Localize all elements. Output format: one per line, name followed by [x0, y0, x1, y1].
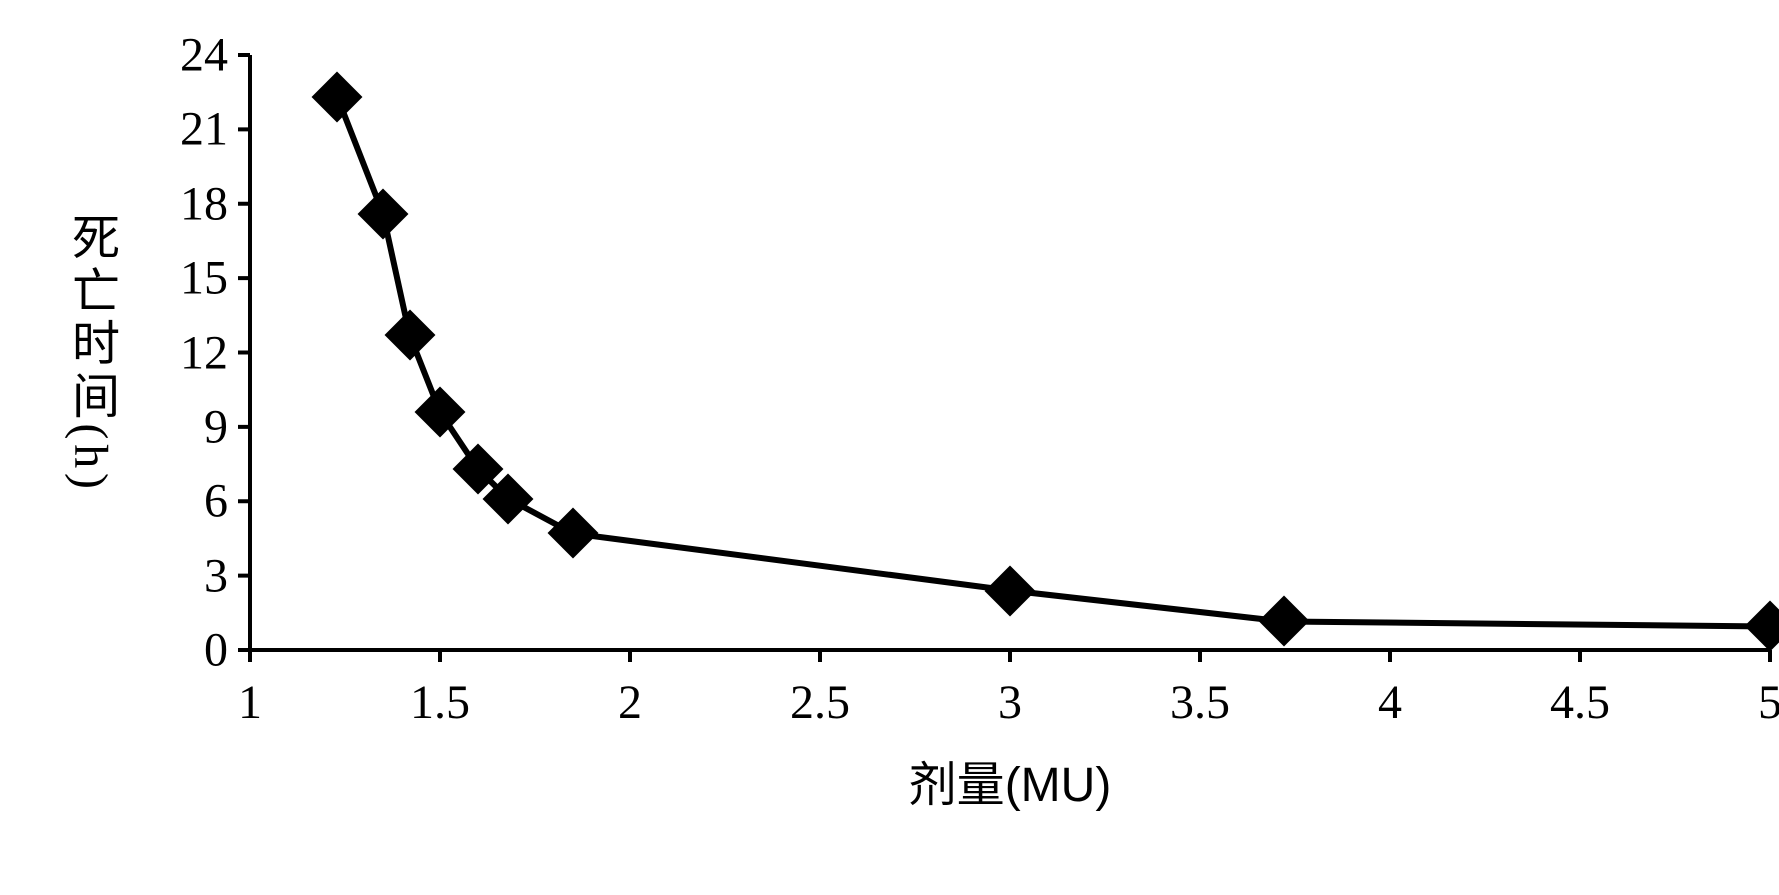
data-marker: [312, 72, 363, 123]
data-marker: [384, 310, 435, 361]
y-tick-label: 3: [204, 548, 228, 603]
y-tick-label: 18: [180, 176, 228, 231]
y-tick-label: 6: [204, 474, 228, 529]
data-marker: [1745, 601, 1779, 652]
y-tick-label: 0: [204, 623, 228, 678]
x-tick-label: 3: [998, 675, 1022, 730]
y-axis-label: 死亡时间(h): [55, 212, 125, 494]
data-marker: [1258, 596, 1309, 647]
chart-svg: [0, 0, 1779, 895]
y-tick-label: 15: [180, 251, 228, 306]
x-tick-label: 1: [238, 675, 262, 730]
y-tick-label: 21: [180, 102, 228, 157]
data-marker: [985, 565, 1036, 616]
x-tick-label: 4: [1378, 675, 1402, 730]
x-tick-label: 1.5: [410, 675, 470, 730]
data-line: [337, 97, 1770, 626]
chart-container: 1 1.5 2 2.5 3 3.5 4 4.5 5 0 3 6 9 12 15 18 21 24 死亡时间(h) 剂量…: [0, 0, 1779, 895]
x-tick-label: 4.5: [1550, 675, 1610, 730]
y-tick-label: 12: [180, 325, 228, 380]
x-tick-label: 5: [1758, 675, 1779, 730]
x-tick-label: 2.5: [790, 675, 850, 730]
data-marker: [415, 387, 466, 438]
x-axis-label: 剂量(MU): [909, 745, 1112, 815]
y-tick-label: 24: [180, 28, 228, 83]
x-tick-label: 2: [618, 675, 642, 730]
data-marker: [548, 508, 599, 559]
data-marker: [358, 188, 409, 239]
x-tick-label: 3.5: [1170, 675, 1230, 730]
y-tick-label: 9: [204, 399, 228, 454]
